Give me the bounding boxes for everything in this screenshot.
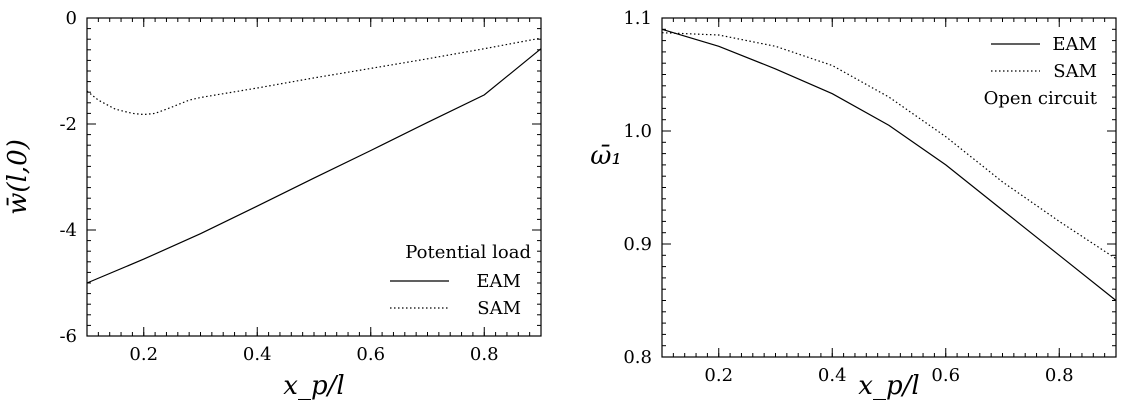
legend-label-sam: SAM: [1053, 61, 1097, 82]
legend-label-sam: SAM: [477, 298, 521, 319]
series-line-eam: [661, 28, 1117, 301]
x-tick-label: 0.2: [704, 365, 733, 386]
y-tick-label: -2: [59, 114, 77, 135]
plot-frame: [661, 17, 1117, 358]
x-tick-label: 0.4: [818, 365, 847, 386]
x-tick-label: 0.4: [243, 344, 272, 365]
y-tick-label: -4: [59, 220, 77, 241]
left-chart-panel: 0.2 0.4 0.6 0.8 0 -2 -4 -6 x_p/l w̄(l,0) Potential…: [3, 8, 542, 401]
y-tick-label: 0: [66, 8, 77, 29]
x-tick-label: 0.8: [470, 344, 499, 365]
legend-label-eam: EAM: [1052, 34, 1097, 55]
y-tick-label: 1.0: [623, 121, 652, 142]
y-tick-label: 1.1: [623, 8, 652, 29]
y-axis-label: ω̄₁: [590, 141, 622, 171]
legend-title: Open circuit: [984, 88, 1098, 109]
x-axis-label: x_p/l: [283, 371, 344, 401]
series-line-sam: [86, 37, 542, 116]
series-line-eam: [86, 48, 542, 284]
right-chart-panel: 0.2 0.4 0.6 0.8 0.8 0.9 1.0 1.1 x_p/l ω̄₁ EAM SAM Op…: [590, 8, 1117, 401]
legend-title: Potential load: [405, 242, 531, 263]
x-tick-label: 0.6: [356, 344, 385, 365]
x-tick-label: 0.8: [1045, 365, 1074, 386]
x-axis-label: x_p/l: [858, 371, 919, 401]
plot-frame: [86, 17, 542, 337]
x-tick-label: 0.2: [129, 344, 158, 365]
x-tick-label: 0.6: [931, 365, 960, 386]
legend-label-eam: EAM: [476, 271, 521, 292]
y-axis-label: w̄(l,0): [3, 139, 33, 215]
y-tick-label: -6: [59, 326, 77, 347]
y-tick-label: 0.8: [623, 347, 652, 368]
y-tick-label: 0.9: [623, 234, 652, 255]
series-line-sam: [661, 32, 1117, 260]
